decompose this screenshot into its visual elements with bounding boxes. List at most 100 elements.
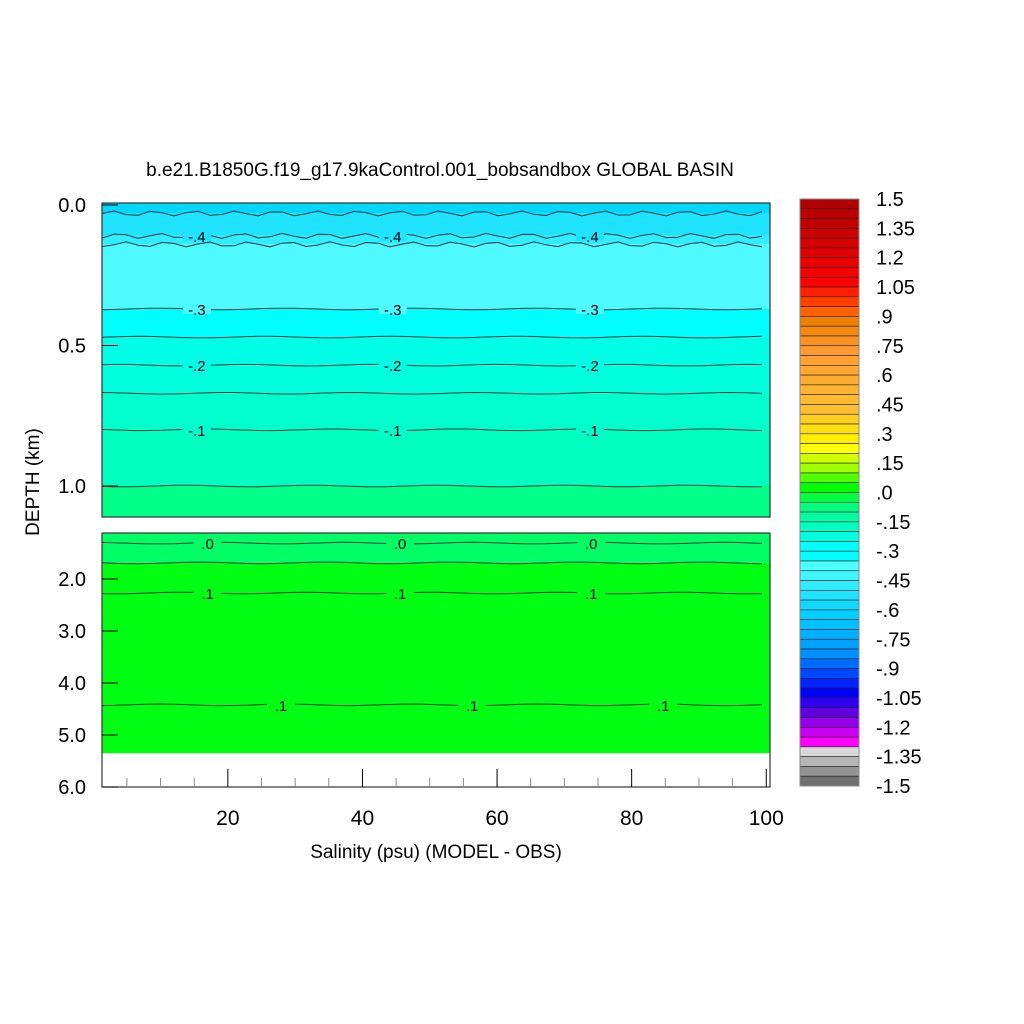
colorbar-box <box>799 394 860 405</box>
colorbar-box <box>799 267 860 278</box>
colorbar-box <box>799 550 860 562</box>
colorbar-label: .75 <box>876 336 904 358</box>
contour-label: .1 <box>394 586 407 603</box>
contour-label-bg <box>378 303 407 314</box>
contour-label-bg <box>575 424 604 435</box>
contour-label-bg <box>182 303 211 314</box>
colorbar-label: -1.05 <box>876 688 922 710</box>
colorbar-label: -.75 <box>876 629 910 651</box>
colorbar-label: .0 <box>876 483 893 505</box>
colorbar-box <box>799 492 860 503</box>
colorbar-box <box>799 629 860 640</box>
colorbar-box <box>799 325 860 337</box>
colorbar-frame <box>799 198 860 787</box>
contour-band <box>102 429 770 486</box>
colorbar-box <box>799 433 860 444</box>
colorbar-box <box>799 756 860 767</box>
contour-line <box>101 241 763 248</box>
y-tick-label: 5.0 <box>58 725 86 747</box>
contour-line <box>101 335 763 339</box>
contour-label-bg <box>577 588 606 599</box>
colorbar-box <box>799 687 860 699</box>
contour-label: .1 <box>466 698 479 715</box>
colorbar-box <box>799 462 860 474</box>
colorbar-box <box>799 365 860 376</box>
colorbar-box <box>799 638 860 650</box>
colorbar-label: .15 <box>876 453 904 475</box>
contour-label: -.3 <box>188 302 206 319</box>
colorbar-label: .45 <box>876 394 904 416</box>
colorbar-box <box>799 501 860 513</box>
colorbar: 1.5 1.35 1.2 1.05 .9 .75 .6 .45 .3 .15 .0 -.15 -.3 -.… <box>799 189 922 798</box>
contour-label-bg <box>193 538 222 549</box>
colorbar-box <box>799 678 860 689</box>
contour-label: -.3 <box>581 302 599 319</box>
contour-label-bg <box>575 303 604 314</box>
colorbar-box <box>799 345 860 356</box>
contour-band <box>102 308 770 338</box>
colorbar-box <box>799 413 860 425</box>
y-tick-label: 4.0 <box>58 673 86 695</box>
chart-title: b.e21.B1850G.f19_g17.9kaControl.001_bobs… <box>146 160 734 181</box>
colorbar-box <box>799 511 860 523</box>
contour-band <box>102 213 770 236</box>
colorbar-box <box>799 609 860 620</box>
contour-line <box>101 210 763 217</box>
colorbar-box <box>799 766 860 777</box>
colorbar-label: -.45 <box>876 571 910 593</box>
contour-label: .0 <box>585 536 598 553</box>
colorbar-label: 1.5 <box>876 189 904 211</box>
contour-label-bg <box>577 538 606 549</box>
colorbar-box <box>799 648 860 660</box>
contour-label: -.1 <box>384 423 402 440</box>
colorbar-box <box>799 286 860 298</box>
colorbar-box <box>799 775 860 787</box>
colorbar-label: 1.2 <box>876 248 904 270</box>
contour-label-bg <box>575 360 604 371</box>
contour-label: .1 <box>275 698 288 715</box>
colorbar-label: -.3 <box>876 541 899 563</box>
colorbar-box <box>799 707 860 718</box>
contour-label: -.2 <box>188 358 206 375</box>
colorbar-box <box>799 296 860 307</box>
colorbar-label: -.9 <box>876 659 899 681</box>
upper-panel: -.4 -.4 -.4 -.3 -.3 -.3 -.2 -.2 -.2 -.1 -.1 -.1 0.0 0… <box>58 195 771 518</box>
colorbar-box <box>799 746 860 757</box>
contour-label-bg <box>575 230 604 241</box>
colorbar-box <box>799 697 860 709</box>
colorbar-box <box>799 443 860 454</box>
colorbar-box <box>799 482 860 493</box>
colorbar-label: 1.05 <box>876 277 915 299</box>
colorbar-box <box>799 668 860 679</box>
colorbar-label: .3 <box>876 424 893 446</box>
y-tick-label: 1.0 <box>58 476 86 498</box>
colorbar-box <box>799 726 860 738</box>
contour-label: -.1 <box>188 423 206 440</box>
colorbar-box <box>799 531 860 542</box>
x-axis-label: Salinity (psu) (MODEL - OBS) <box>310 842 562 863</box>
x-tick-label: 100 <box>749 807 784 830</box>
colorbar-box <box>799 384 860 395</box>
colorbar-label: -1.2 <box>876 717 910 739</box>
x-axis: 20 40 60 80 100 <box>126 769 784 830</box>
contour-label-bg <box>182 424 211 435</box>
contour-line <box>101 561 763 565</box>
contour-label: -.4 <box>188 229 206 246</box>
contour-label: .1 <box>201 586 214 603</box>
y-tick-label: 2.0 <box>58 569 86 591</box>
y-axis-label: DEPTH (km) <box>23 428 44 536</box>
contour-label: -.3 <box>384 302 402 319</box>
colorbar-box <box>799 570 860 581</box>
contour-label: -.2 <box>384 358 402 375</box>
y-tick-label: 0.0 <box>58 195 86 217</box>
colorbar-box <box>799 560 860 572</box>
contour-label: .0 <box>394 536 407 553</box>
colorbar-box <box>799 472 860 484</box>
contour-label: .0 <box>201 536 214 553</box>
contour-label: -.4 <box>384 229 402 246</box>
colorbar-box <box>799 736 860 748</box>
colorbar-box <box>799 374 860 386</box>
contour-line <box>101 484 763 488</box>
y-tick-label: 0.5 <box>58 336 86 358</box>
colorbar-box <box>799 599 860 611</box>
